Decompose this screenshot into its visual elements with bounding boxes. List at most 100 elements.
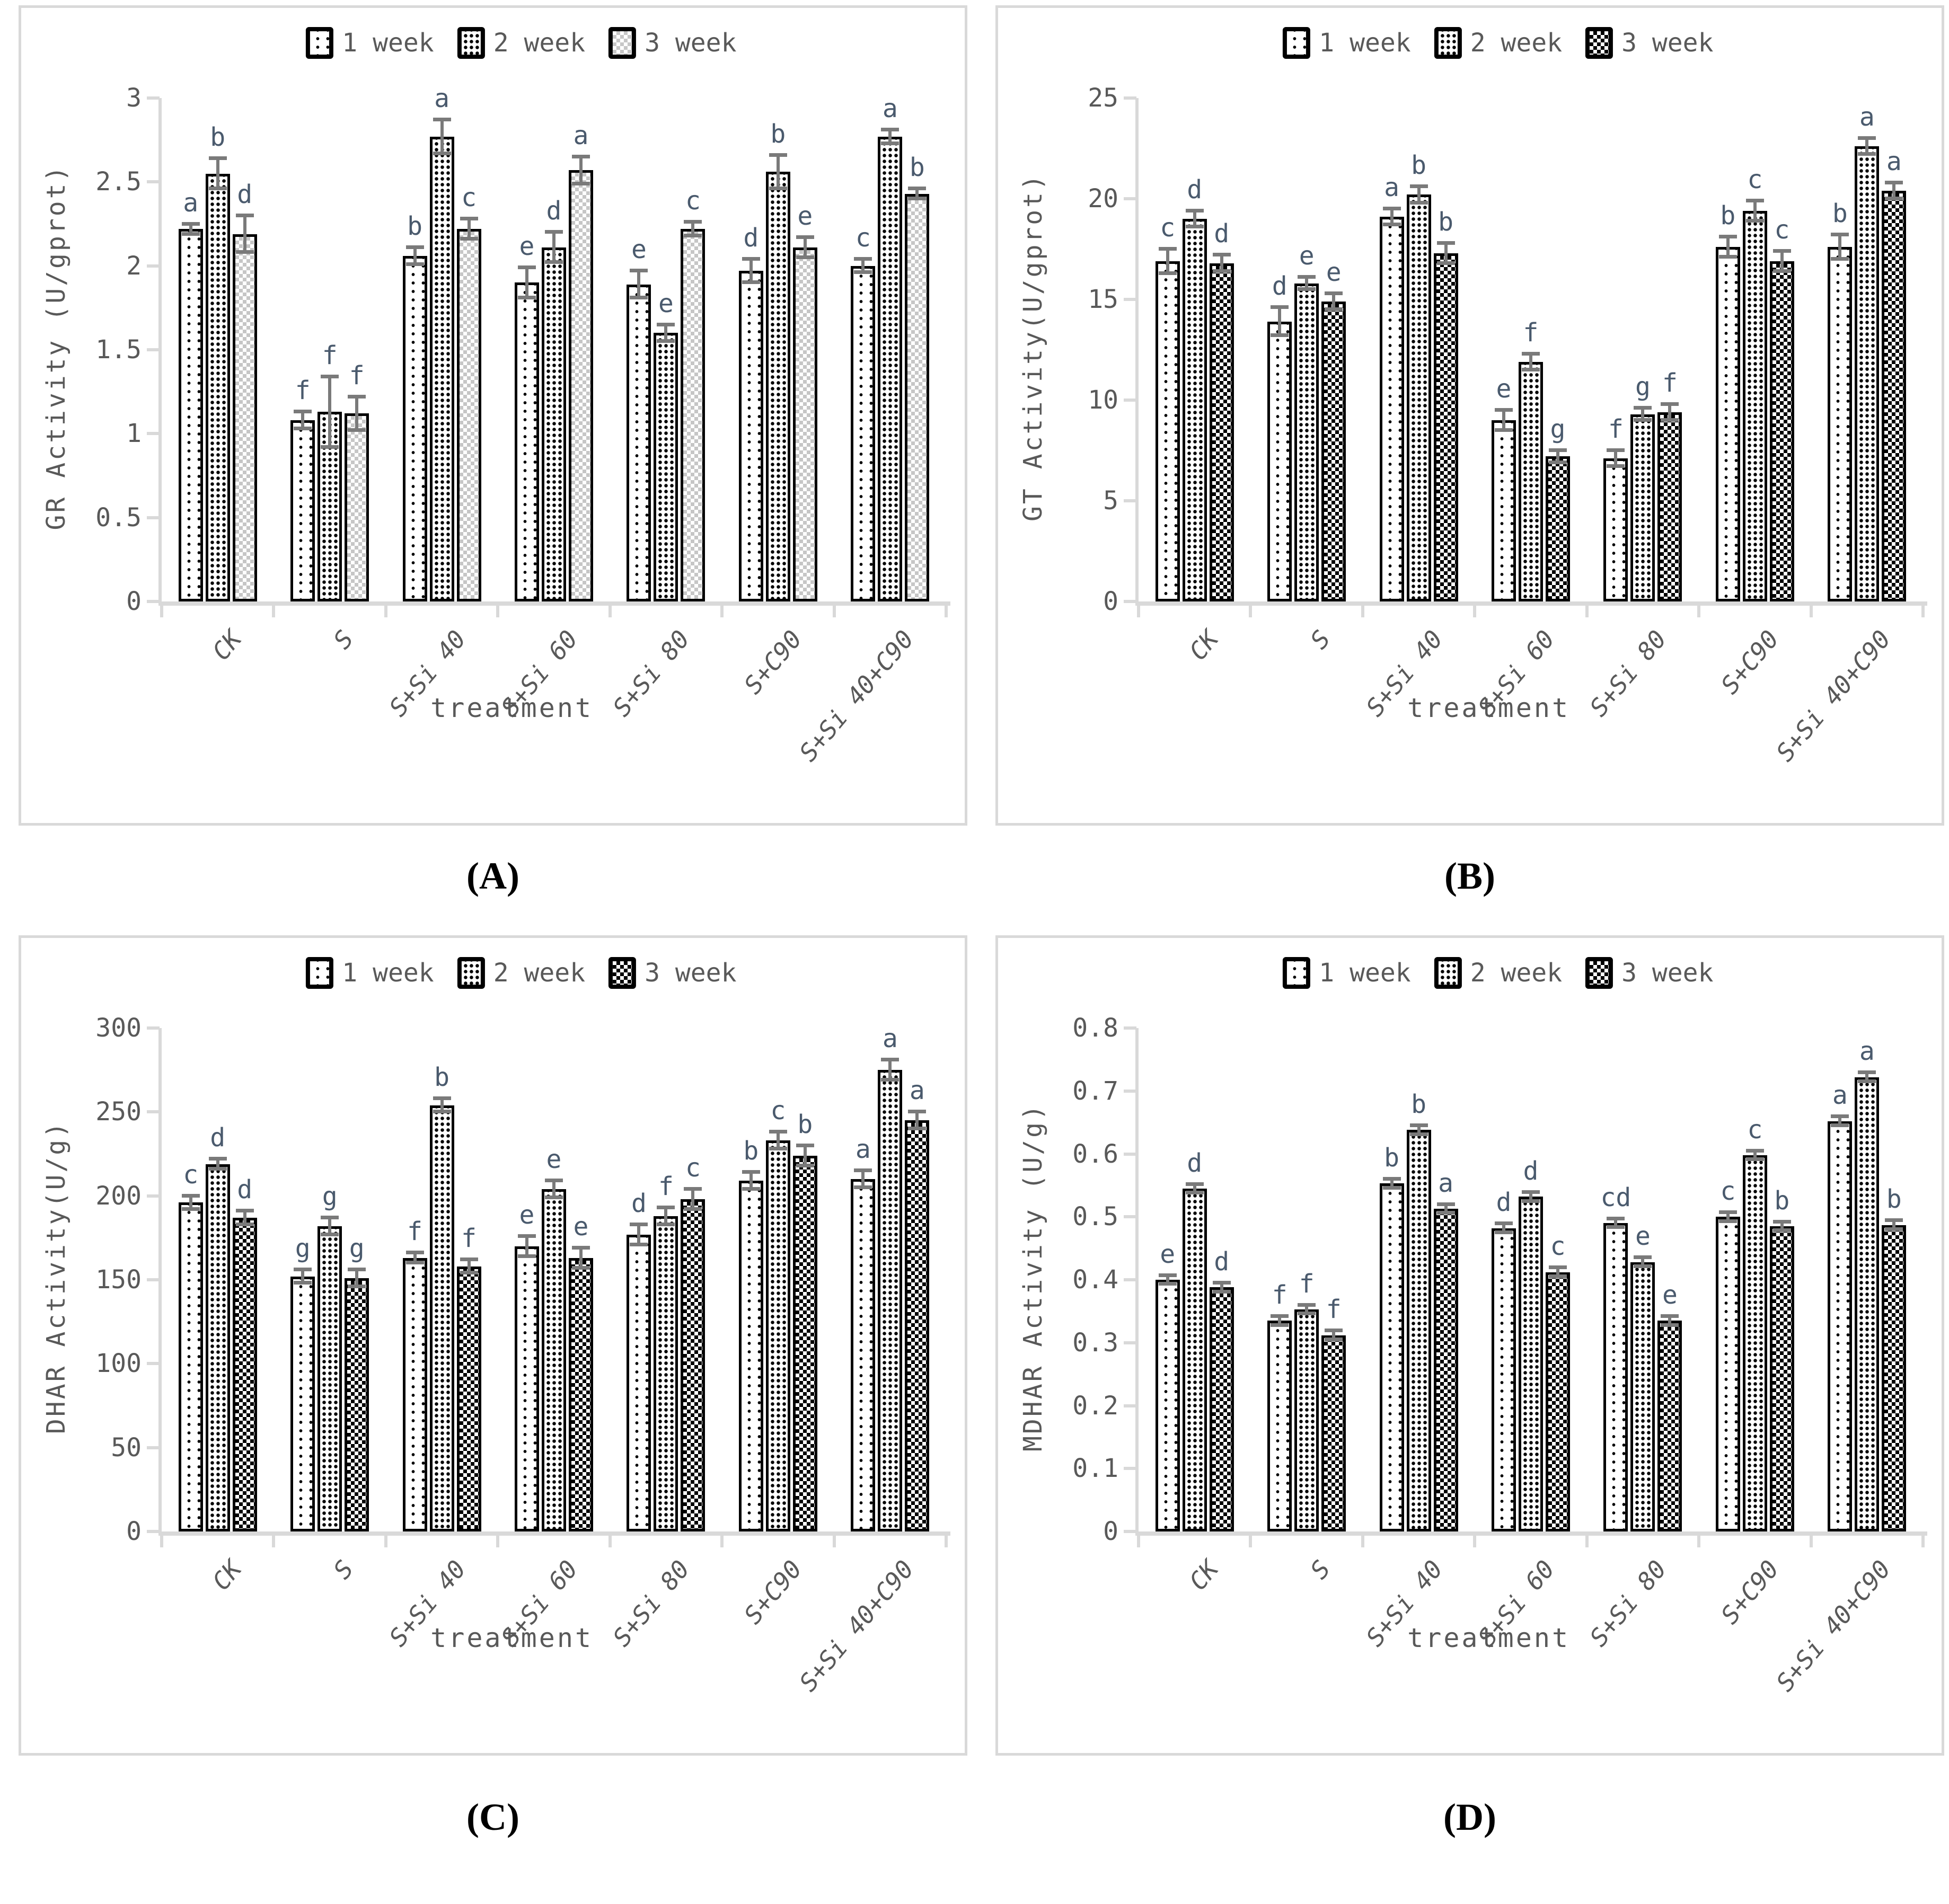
bar-2-week-S+Si-80 (1630, 1262, 1655, 1531)
legend-label: 2 week (1470, 28, 1563, 58)
x-group-tick (1585, 606, 1589, 617)
panel-A-caption: (A) (466, 855, 519, 897)
bar-1-week-S+Si-60 (1492, 1228, 1516, 1531)
sig-letter: e (631, 235, 647, 265)
legend: 1 week 2 week 3 week (1283, 27, 1713, 59)
legend-swatch-2-week (457, 957, 485, 989)
bar-2-week-S (1294, 1309, 1319, 1531)
error-bar-stem (664, 324, 668, 342)
x-group-tick (1809, 606, 1813, 617)
error-bar-cap-bottom (769, 187, 787, 190)
bar-2-week-S+C90 (765, 172, 790, 601)
bar-3-week-S+Si-40 (1433, 1208, 1458, 1531)
error-bar-stem (803, 1145, 807, 1166)
error-bar-cap-top (1495, 408, 1513, 412)
y-tick-label: 0.2 (1072, 1391, 1118, 1421)
y-tick-label: 0.7 (1072, 1076, 1118, 1106)
error-bar-cap-bottom (657, 339, 675, 343)
error-bar-cap-top (1661, 402, 1679, 406)
legend-swatch-1-week (1283, 27, 1311, 59)
error-bar-stem (915, 189, 919, 199)
legend-label: 3 week (645, 958, 737, 988)
error-bar-cap-top (796, 235, 814, 239)
x-tick-label: CK (1183, 625, 1224, 666)
y-axis-line (1135, 1028, 1139, 1536)
bar-3-week-S+Si-40+C90 (1882, 1225, 1907, 1531)
sig-letter: d (1187, 174, 1203, 205)
error-bar-cap-bottom (1158, 1282, 1177, 1286)
error-bar-stem (1780, 1221, 1784, 1231)
x-tick-label: CK (206, 1555, 248, 1596)
error-bar-cap-bottom (208, 1167, 227, 1171)
y-tick-mark (147, 1194, 160, 1198)
error-bar-cap-bottom (1212, 1289, 1231, 1294)
bar-2-week-S+Si-40+C90 (1855, 1077, 1880, 1531)
bar-3-week-S+Si-80 (681, 229, 705, 601)
x-group-tick (608, 606, 612, 617)
sig-letter: d (1214, 219, 1230, 249)
legend-label: 1 week (342, 958, 434, 988)
error-bar-cap-top (460, 217, 478, 220)
x-tick-label: S+C90 (738, 1555, 808, 1630)
sig-letter: c (1160, 213, 1176, 243)
error-bar-stem (691, 1189, 695, 1209)
error-bar-cap-top (881, 128, 899, 132)
error-bar-cap-bottom (881, 141, 899, 145)
error-bar-stem (1614, 450, 1618, 467)
sig-letter: a (1384, 173, 1400, 202)
x-group-tick (1249, 606, 1253, 617)
x-axis-title: treatment (430, 693, 594, 723)
bar-1-week-S+C90 (738, 1181, 763, 1531)
error-bar-cap-top (1325, 1329, 1343, 1333)
error-bar-cap-top (460, 1257, 478, 1261)
error-bar-cap-bottom (433, 151, 451, 155)
sig-letter: a (1438, 1168, 1454, 1198)
sig-letter: a (882, 1024, 898, 1054)
error-bar-cap-bottom (1745, 218, 1764, 223)
error-bar-stem (243, 215, 246, 253)
error-bar-cap-top (294, 410, 312, 414)
bar-2-week-S+C90 (1742, 1155, 1767, 1531)
error-bar-cap-bottom (1885, 1227, 1903, 1231)
y-tick-label: 15 (1088, 285, 1118, 314)
error-bar-stem (749, 259, 753, 283)
error-bar-stem (216, 1159, 219, 1169)
error-bar-cap-top (1607, 1216, 1625, 1220)
panel-B-caption: (B) (1444, 855, 1495, 897)
sig-letter: b (797, 1109, 813, 1139)
sig-letter: e (546, 1145, 562, 1175)
bar-2-week-S+Si-80 (654, 1216, 678, 1531)
error-bar-cap-bottom (854, 1185, 872, 1189)
bar-1-week-CK (1155, 1280, 1180, 1531)
bar-1-week-S+Si-40 (1379, 217, 1404, 601)
x-group-tick (832, 606, 836, 617)
error-bar-cap-bottom (545, 1195, 563, 1199)
error-bar-stem (328, 1217, 332, 1235)
error-bar-cap-bottom (181, 1207, 200, 1211)
error-bar-stem (1865, 1073, 1869, 1082)
error-bar-cap-bottom (294, 1281, 312, 1285)
error-bar-stem (861, 259, 865, 273)
sig-letter: f (1272, 1280, 1287, 1310)
x-tick-label: S+Si 80 (1584, 625, 1672, 722)
sig-letter: cd (1600, 1182, 1631, 1212)
sig-letter: f (1523, 317, 1539, 348)
error-bar-stem (776, 155, 780, 189)
sig-letter: d (743, 223, 759, 253)
error-bar-cap-top (1772, 249, 1791, 253)
bar-2-week-CK (1182, 219, 1207, 601)
error-bar-cap-top (1409, 184, 1428, 189)
y-tick-label: 0.4 (1072, 1265, 1118, 1295)
x-group-tick (720, 1536, 724, 1547)
sig-letter: e (1635, 1221, 1651, 1252)
error-bar-cap-top (405, 1251, 424, 1255)
error-bar-cap-top (796, 1143, 814, 1147)
error-bar-cap-bottom (235, 250, 254, 254)
error-bar-cap-bottom (1885, 197, 1903, 200)
bar-3-week-S+Si-80 (681, 1199, 705, 1531)
error-bar-cap-top (1661, 1314, 1679, 1318)
error-bar-stem (1726, 237, 1730, 258)
error-bar-cap-bottom (1745, 1157, 1764, 1162)
error-bar-cap-top (545, 230, 563, 234)
